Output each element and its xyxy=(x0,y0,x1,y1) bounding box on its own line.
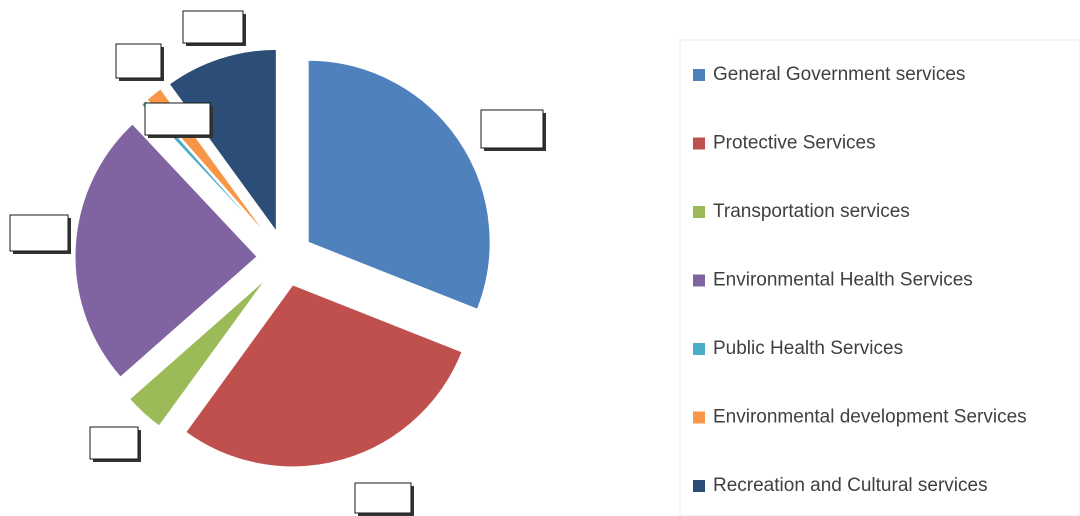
legend-label: Environmental Health Services xyxy=(713,270,973,291)
legend-swatch xyxy=(693,137,705,150)
pie-slice xyxy=(185,284,463,468)
legend-label: Public Health Services xyxy=(713,338,903,359)
legend-label: Recreation and Cultural services xyxy=(713,475,988,496)
data-label-box xyxy=(182,10,244,44)
data-label-box xyxy=(89,426,139,460)
data-label-box xyxy=(144,102,211,136)
legend-label: Transportation services xyxy=(713,201,910,222)
legend-swatch xyxy=(693,274,705,287)
data-label-boxes xyxy=(9,10,546,516)
legend-label: Protective Services xyxy=(713,133,876,154)
legend-swatch xyxy=(693,206,705,218)
legend-label: General Government services xyxy=(713,64,965,85)
legend-swatch xyxy=(693,343,705,355)
legend-swatch xyxy=(693,411,705,424)
data-label-box xyxy=(480,109,544,149)
legend-swatch xyxy=(693,480,705,492)
pie xyxy=(74,48,491,468)
pie-slice xyxy=(128,278,267,427)
pie-slice xyxy=(74,123,258,378)
legend: General Government services Protective Se… xyxy=(693,64,1027,496)
legend-label: Environmental development Services xyxy=(713,407,1027,428)
legend-box xyxy=(679,39,1080,516)
data-label-box xyxy=(9,214,69,252)
pie-slice xyxy=(307,59,491,310)
data-label-box xyxy=(354,482,412,514)
data-label-box xyxy=(115,43,162,79)
legend-swatch xyxy=(693,69,705,81)
pie-slice xyxy=(168,48,277,233)
